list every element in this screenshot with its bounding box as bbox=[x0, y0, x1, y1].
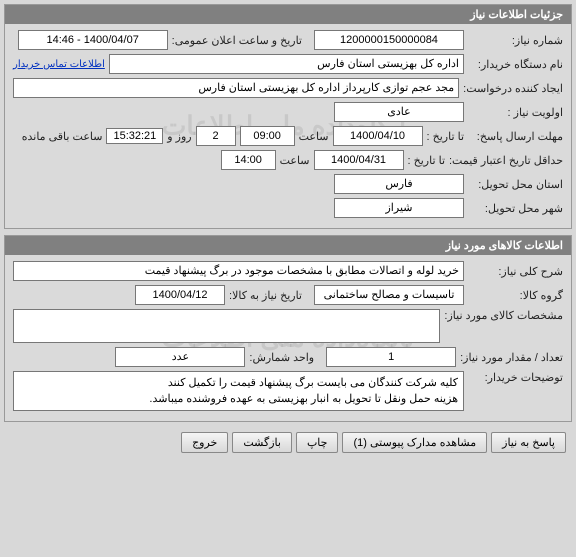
priority-label: اولویت نیاز : bbox=[468, 106, 563, 119]
buyer-org-field: اداره کل بهزیستی استان فارس bbox=[109, 54, 464, 74]
qty-field: 1 bbox=[326, 347, 456, 367]
unit-field: عدد bbox=[115, 347, 245, 367]
buyer-notes-label: توضیحات خریدار: bbox=[468, 371, 563, 384]
qty-label: تعداد / مقدار مورد نیاز: bbox=[460, 351, 563, 364]
min-valid-time-field: 14:00 bbox=[221, 150, 276, 170]
buyer-contact-link[interactable]: اطلاعات تماس خریدار bbox=[13, 59, 105, 70]
priority-field: عادی bbox=[334, 102, 464, 122]
to-date-label-2: تا تاریخ : bbox=[408, 154, 445, 167]
time-label-1: ساعت bbox=[299, 130, 329, 143]
goods-spec-label: مشخصات کالای مورد نیاز: bbox=[444, 309, 563, 322]
panel-goods-info: اطلاعات کالاهای مورد نیاز پایگاه‌داده مل… bbox=[4, 235, 572, 422]
need-dt-label: تاریخ نیاز به کالا: bbox=[229, 289, 302, 302]
exit-button[interactable]: خروج bbox=[181, 432, 228, 453]
summary-field: خرید لوله و اتصالات مطابق با مشخصات موجو… bbox=[13, 261, 464, 281]
time-label-2: ساعت bbox=[280, 154, 310, 167]
city-field: شیراز bbox=[334, 198, 464, 218]
print-button[interactable]: چاپ bbox=[296, 432, 339, 453]
attachments-button[interactable]: مشاهده مدارک پیوستی (1) bbox=[342, 432, 487, 453]
respond-button[interactable]: پاسخ به نیاز bbox=[491, 432, 566, 453]
creator-field: مجد عجم توازی کارپرداز اداره کل بهزیستی … bbox=[13, 78, 459, 98]
panel1-title: جزئیات اطلاعات نیاز bbox=[5, 5, 571, 24]
unit-label: واحد شمارش: bbox=[249, 351, 314, 364]
need-dt-field: 1400/04/12 bbox=[135, 285, 225, 305]
countdown-field: 15:32:21 bbox=[106, 128, 163, 144]
panel-need-details: جزئیات اطلاعات نیاز پایگاه‌داده ملی اطلا… bbox=[4, 4, 572, 229]
province-field: فارس bbox=[334, 174, 464, 194]
creator-label: ایجاد کننده درخواست: bbox=[463, 82, 563, 95]
public-dt-label: تاریخ و ساعت اعلان عمومی: bbox=[172, 34, 302, 47]
days-and-text: روز و bbox=[167, 130, 191, 143]
goods-spec-field bbox=[13, 309, 440, 343]
need-no-field: 1200000150000084 bbox=[314, 30, 464, 50]
days-field: 2 bbox=[196, 126, 236, 146]
panel1-body: پایگاه‌داده ملی اطلاعات شماره نیاز: 1200… bbox=[5, 24, 571, 228]
buyer-org-label: نام دستگاه خریدار: bbox=[468, 58, 563, 71]
deadline-date-field: 1400/04/10 bbox=[333, 126, 423, 146]
panel2-title: اطلاعات کالاهای مورد نیاز bbox=[5, 236, 571, 255]
button-bar: خروج بازگشت چاپ مشاهده مدارک پیوستی (1) … bbox=[4, 428, 572, 457]
back-button[interactable]: بازگشت bbox=[232, 432, 292, 453]
deadline-label: مهلت ارسال پاسخ: bbox=[468, 130, 563, 143]
min-valid-date-field: 1400/04/31 bbox=[314, 150, 404, 170]
summary-label: شرح کلی نیاز: bbox=[468, 265, 563, 278]
province-label: استان محل تحویل: bbox=[468, 178, 563, 191]
group-field: تاسیسات و مصالح ساختمانی bbox=[314, 285, 464, 305]
group-label: گروه کالا: bbox=[468, 289, 563, 302]
min-valid-label: حداقل تاریخ اعتبار قیمت: bbox=[449, 154, 563, 167]
city-label: شهر محل تحویل: bbox=[468, 202, 563, 215]
remaining-text: ساعت باقی مانده bbox=[22, 130, 103, 143]
need-no-label: شماره نیاز: bbox=[468, 34, 563, 47]
deadline-time-field: 09:00 bbox=[240, 126, 295, 146]
public-dt-field: 1400/04/07 - 14:46 bbox=[18, 30, 168, 50]
to-date-label: تا تاریخ : bbox=[427, 130, 464, 143]
panel2-body: پایگاه‌داده ملی اطلاعات شرح کلی نیاز: خر… bbox=[5, 255, 571, 421]
buyer-notes-field: کلیه شرکت کنندگان می بایست برگ پیشنهاد ق… bbox=[13, 371, 464, 411]
